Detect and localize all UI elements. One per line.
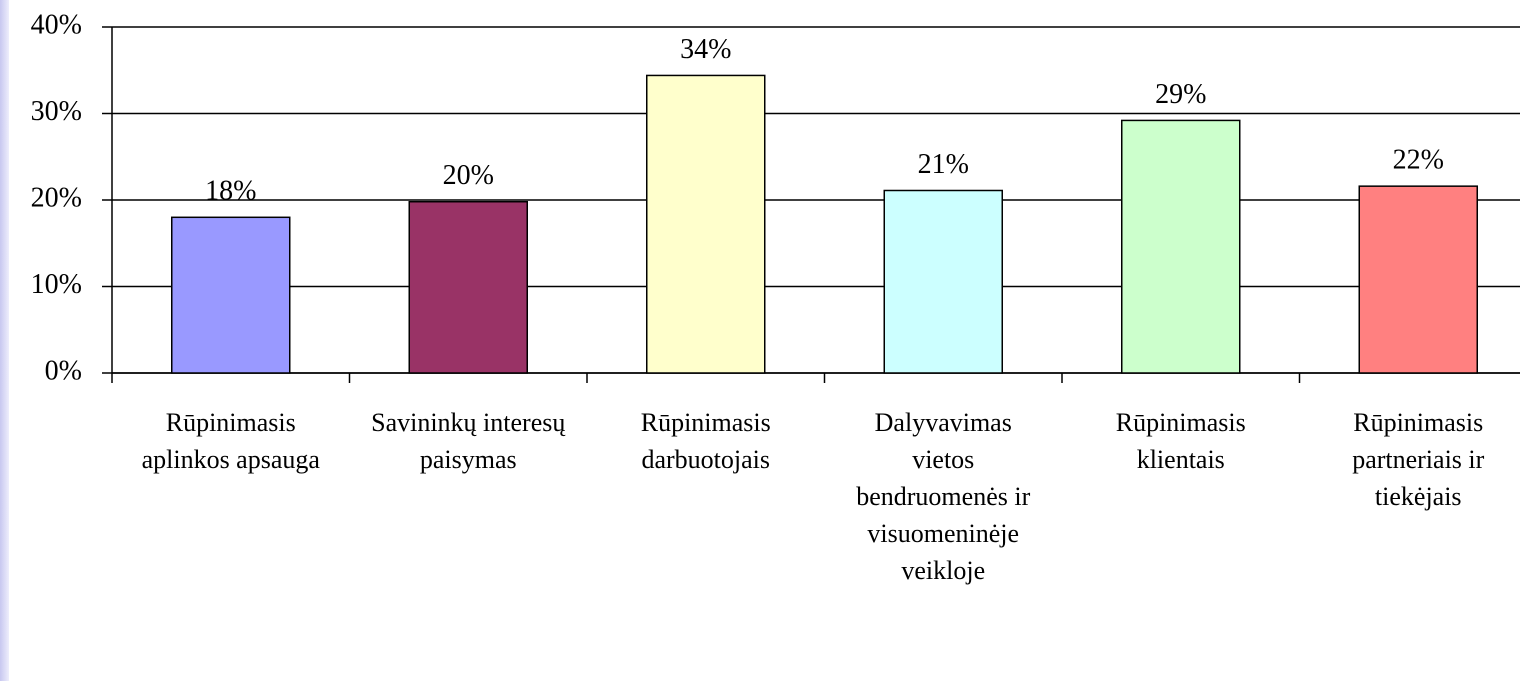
x-tick-label: Dalyvavimas vietos bendruomenės ir visuo… xyxy=(856,408,1031,585)
data-label: 21% xyxy=(918,149,969,180)
bar xyxy=(408,200,528,374)
x-tick-label: Rūpinimasis partneriais ir tiekėjais xyxy=(1352,408,1485,511)
data-label: 29% xyxy=(1155,79,1206,110)
y-tick-label: 0% xyxy=(45,355,82,386)
data-label: 22% xyxy=(1393,145,1444,176)
y-tick-label: 10% xyxy=(31,269,82,300)
y-tick-label: 30% xyxy=(31,96,82,127)
y-tick-label: 40% xyxy=(31,9,82,40)
data-label: 20% xyxy=(443,160,494,191)
x-tick-label: Rūpinimasis klientais xyxy=(1115,408,1246,474)
bar xyxy=(646,74,766,374)
bar xyxy=(883,189,1003,374)
bar xyxy=(1121,119,1241,374)
side-strip xyxy=(0,0,9,681)
x-tick-label: Savininkų interesų paisymas xyxy=(371,408,566,474)
data-label: 34% xyxy=(680,34,731,65)
bar xyxy=(1358,185,1478,374)
x-tick-label: Rūpinimasis darbuotojais xyxy=(640,408,771,474)
x-tick-label: Rūpinimasis aplinkos apsauga xyxy=(141,408,320,474)
data-label: 18% xyxy=(205,176,256,207)
y-tick-label: 20% xyxy=(31,182,82,213)
bar xyxy=(171,216,291,374)
